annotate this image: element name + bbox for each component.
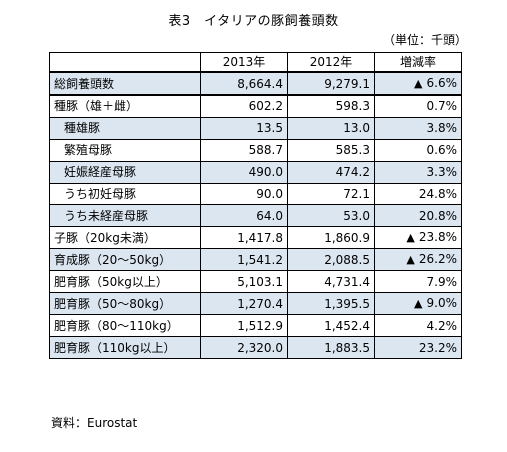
header-cell-2013: 2013年	[200, 52, 288, 73]
value-2013: 2,320.0	[200, 336, 288, 360]
change-rate: 23.2%	[374, 336, 462, 360]
table-row: うち未経産母豚 64.0 53.0 20.8%	[49, 204, 462, 228]
decrease-triangle-icon: ▲	[406, 253, 415, 267]
row-label: 種雄豚	[49, 116, 201, 140]
row-label: 肥育豚（80～110kg）	[49, 314, 201, 338]
change-rate: 0.6%	[374, 138, 462, 162]
table-row: 肥育豚（110kg以上） 2,320.0 1,883.5 23.2%	[49, 336, 462, 360]
value-2013: 5,103.1	[200, 270, 288, 294]
change-rate: ▲ 9.0%	[374, 292, 462, 316]
table-row: 妊娠経産母豚 490.0 474.2 3.3%	[49, 160, 462, 184]
change-value: 3.3%	[426, 165, 458, 180]
value-2012: 1,860.9	[287, 226, 375, 250]
value-2012: 72.1	[287, 182, 375, 206]
value-2013: 64.0	[200, 204, 288, 228]
pig-population-table: 2013年 2012年 増減率 総飼養頭数 8,664.4 9,279.1 ▲ 6.6%…	[49, 52, 462, 360]
row-label: うち未経産母豚	[49, 204, 201, 228]
change-rate: ▲ 23.8%	[374, 226, 462, 250]
table-title: 表3 イタリアの豚飼養頭数	[168, 14, 339, 29]
value-2012: 2,088.5	[287, 248, 375, 272]
value-2012: 9,279.1	[287, 71, 375, 96]
row-label: 肥育豚（110kg以上）	[49, 336, 201, 360]
header-cell-2012: 2012年	[287, 52, 375, 73]
change-rate: 20.8%	[374, 204, 462, 228]
change-value: 20.8%	[418, 208, 457, 223]
value-2012: 4,731.4	[287, 270, 375, 294]
value-2013: 1,512.9	[200, 314, 288, 338]
value-2013: 588.7	[200, 138, 288, 162]
change-value: 23.8%	[418, 230, 457, 245]
row-label: 育成豚（20～50kg）	[49, 248, 201, 272]
change-value: 0.7%	[426, 99, 458, 114]
change-rate: 4.2%	[374, 314, 462, 338]
table-row: 肥育豚（80～110kg） 1,512.9 1,452.4 4.2%	[49, 314, 462, 338]
table-row: 種雄豚 13.5 13.0 3.8%	[49, 116, 462, 140]
change-value: 24.8%	[418, 187, 457, 201]
change-value: 7.9%	[426, 274, 458, 289]
change-value: 4.2%	[426, 318, 458, 333]
value-2013: 90.0	[200, 182, 288, 206]
table-row: 繁殖母豚 588.7 585.3 0.6%	[49, 138, 462, 162]
value-2012: 585.3	[287, 138, 375, 162]
change-rate: 3.8%	[374, 116, 462, 140]
value-2012: 1,883.5	[287, 336, 375, 360]
value-2013: 1,541.2	[200, 248, 288, 272]
decrease-triangle-icon: ▲	[414, 297, 423, 311]
row-label: 肥育豚（50～80kg）	[49, 292, 201, 316]
table-row: 育成豚（20～50kg） 1,541.2 2,088.5 ▲ 26.2%	[49, 248, 462, 272]
change-value: 23.2%	[418, 340, 457, 355]
change-rate: 0.7%	[374, 93, 462, 118]
change-rate: ▲ 26.2%	[374, 248, 462, 272]
value-2012: 13.0	[287, 116, 375, 140]
header-cell-change: 増減率	[374, 52, 462, 73]
change-value: 6.6%	[426, 76, 458, 90]
row-label: 子豚（20kg未満）	[49, 226, 201, 250]
row-label: 総飼養頭数	[49, 71, 201, 96]
table-row: うち初妊母豚 90.0 72.1 24.8%	[49, 182, 462, 206]
value-2013: 1,270.4	[200, 292, 288, 316]
change-rate: 24.8%	[374, 182, 462, 206]
table-row: 種豚（雄＋雌） 602.2 598.3 0.7%	[49, 93, 462, 118]
table-row: 肥育豚（50kg以上） 5,103.1 4,731.4 7.9%	[49, 270, 462, 294]
change-value: 3.8%	[426, 121, 458, 136]
change-rate: 7.9%	[374, 270, 462, 294]
value-2012: 1,452.4	[287, 314, 375, 338]
change-value: 0.6%	[426, 143, 458, 158]
change-value: 9.0%	[426, 296, 458, 311]
unit-note: （単位：千頭）	[382, 33, 467, 47]
header-cell-category	[49, 52, 201, 73]
table-row: 子豚（20kg未満） 1,417.8 1,860.9 ▲ 23.8%	[49, 226, 462, 250]
decrease-triangle-icon: ▲	[414, 77, 423, 90]
value-2013: 1,417.8	[200, 226, 288, 250]
change-rate: 3.3%	[374, 160, 462, 184]
change-value: 26.2%	[418, 252, 457, 267]
header-row: 2013年 2012年 増減率	[49, 52, 462, 73]
value-2012: 1,395.5	[287, 292, 375, 316]
value-2012: 53.0	[287, 204, 375, 228]
value-2013: 13.5	[200, 116, 288, 140]
row-label: 種豚（雄＋雌）	[49, 93, 201, 118]
source-note: 資料：Eurostat	[51, 416, 138, 430]
value-2012: 598.3	[287, 93, 375, 118]
value-2013: 8,664.4	[200, 71, 288, 96]
row-label: 肥育豚（50kg以上）	[49, 270, 201, 294]
row-label: うち初妊母豚	[49, 182, 201, 206]
table-row: 肥育豚（50～80kg） 1,270.4 1,395.5 ▲ 9.0%	[49, 292, 462, 316]
change-rate: ▲ 6.6%	[374, 71, 462, 96]
decrease-triangle-icon: ▲	[406, 231, 415, 245]
value-2013: 602.2	[200, 93, 288, 118]
row-label: 妊娠経産母豚	[49, 160, 201, 184]
row-label: 繁殖母豚	[49, 138, 201, 162]
table-row: 総飼養頭数 8,664.4 9,279.1 ▲ 6.6%	[49, 71, 462, 96]
value-2012: 474.2	[287, 160, 375, 184]
value-2013: 490.0	[200, 160, 288, 184]
